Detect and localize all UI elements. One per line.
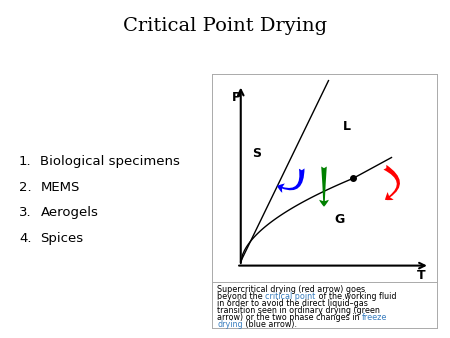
Text: of the working fluid: of the working fluid (315, 292, 396, 301)
Text: freeze: freeze (362, 313, 387, 322)
Text: (blue arrow).: (blue arrow). (243, 320, 297, 329)
Text: 4.: 4. (19, 232, 32, 244)
Text: Aerogels: Aerogels (40, 206, 99, 219)
FancyArrowPatch shape (383, 165, 400, 200)
Text: T: T (416, 269, 425, 283)
Text: Spices: Spices (40, 232, 84, 244)
Text: drying: drying (217, 320, 243, 329)
Text: S: S (252, 147, 261, 160)
Text: G: G (335, 213, 345, 226)
Text: P: P (232, 91, 241, 104)
Text: Supercritical drying (red arrow) goes: Supercritical drying (red arrow) goes (217, 285, 365, 294)
Text: Critical Point Drying: Critical Point Drying (123, 17, 327, 35)
Text: transition seen in ordinary drying (green: transition seen in ordinary drying (gree… (217, 306, 380, 315)
Text: Biological specimens: Biological specimens (40, 155, 180, 168)
Text: 3.: 3. (19, 206, 32, 219)
Text: 1.: 1. (19, 155, 32, 168)
Text: L: L (342, 120, 351, 133)
Text: MEMS: MEMS (40, 181, 80, 194)
Text: arrow) or the two phase changes in: arrow) or the two phase changes in (217, 313, 362, 322)
Text: critical point: critical point (265, 292, 315, 301)
Text: 2.: 2. (19, 181, 32, 194)
Text: beyond the: beyond the (217, 292, 265, 301)
FancyArrowPatch shape (277, 168, 305, 193)
FancyArrowPatch shape (319, 167, 329, 207)
Text: in order to avoid the direct liquid–gas: in order to avoid the direct liquid–gas (217, 299, 368, 308)
